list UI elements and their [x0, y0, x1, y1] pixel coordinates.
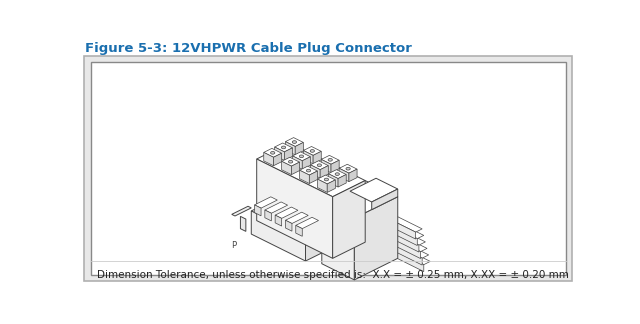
- Polygon shape: [292, 156, 302, 169]
- Polygon shape: [284, 148, 292, 160]
- Polygon shape: [273, 153, 282, 166]
- Ellipse shape: [282, 146, 285, 149]
- Polygon shape: [333, 180, 365, 258]
- Polygon shape: [282, 157, 300, 166]
- Polygon shape: [275, 143, 292, 152]
- Polygon shape: [321, 156, 339, 164]
- Polygon shape: [385, 231, 427, 252]
- Polygon shape: [322, 180, 397, 218]
- Polygon shape: [327, 180, 335, 192]
- Polygon shape: [375, 209, 422, 232]
- Polygon shape: [265, 202, 287, 213]
- Polygon shape: [300, 170, 309, 183]
- Polygon shape: [350, 178, 397, 202]
- Polygon shape: [264, 148, 282, 157]
- Polygon shape: [264, 152, 273, 166]
- Polygon shape: [339, 164, 357, 173]
- Ellipse shape: [346, 168, 350, 170]
- Ellipse shape: [324, 178, 328, 181]
- Polygon shape: [355, 197, 397, 280]
- Polygon shape: [378, 219, 417, 246]
- Polygon shape: [303, 146, 321, 156]
- Polygon shape: [303, 151, 313, 164]
- Ellipse shape: [300, 155, 303, 158]
- Polygon shape: [285, 220, 292, 231]
- Polygon shape: [295, 143, 303, 155]
- Polygon shape: [313, 151, 321, 164]
- Polygon shape: [275, 207, 298, 218]
- Polygon shape: [328, 170, 346, 179]
- Polygon shape: [241, 216, 246, 231]
- Polygon shape: [257, 143, 365, 197]
- Polygon shape: [232, 206, 252, 216]
- Ellipse shape: [328, 158, 332, 161]
- Polygon shape: [381, 226, 419, 252]
- Polygon shape: [349, 169, 357, 182]
- Polygon shape: [285, 212, 308, 224]
- Polygon shape: [265, 210, 271, 221]
- Polygon shape: [372, 189, 397, 210]
- Ellipse shape: [271, 152, 275, 154]
- Polygon shape: [391, 249, 424, 272]
- Polygon shape: [321, 159, 331, 173]
- FancyBboxPatch shape: [84, 56, 572, 281]
- Polygon shape: [300, 166, 317, 175]
- Polygon shape: [310, 161, 328, 170]
- Polygon shape: [388, 238, 429, 258]
- Polygon shape: [255, 205, 261, 216]
- Ellipse shape: [310, 150, 314, 152]
- Ellipse shape: [335, 173, 339, 176]
- Text: Figure 5-3: 12VHPWR Cable Plug Connector: Figure 5-3: 12VHPWR Cable Plug Connector: [84, 41, 412, 55]
- Polygon shape: [275, 215, 282, 226]
- Polygon shape: [381, 223, 426, 245]
- Polygon shape: [328, 174, 338, 187]
- Polygon shape: [388, 241, 422, 265]
- Ellipse shape: [292, 141, 296, 144]
- FancyBboxPatch shape: [91, 62, 566, 274]
- Polygon shape: [385, 234, 420, 259]
- Polygon shape: [296, 217, 319, 229]
- Polygon shape: [320, 166, 328, 178]
- Polygon shape: [255, 197, 277, 208]
- Polygon shape: [252, 203, 322, 238]
- Polygon shape: [338, 175, 346, 187]
- Polygon shape: [257, 159, 333, 258]
- Polygon shape: [378, 216, 424, 238]
- Polygon shape: [310, 165, 320, 178]
- Polygon shape: [317, 179, 327, 192]
- Polygon shape: [285, 138, 303, 146]
- Polygon shape: [339, 168, 349, 182]
- Ellipse shape: [317, 164, 321, 167]
- Polygon shape: [285, 142, 295, 155]
- Polygon shape: [291, 162, 300, 175]
- Polygon shape: [252, 211, 305, 261]
- Polygon shape: [302, 157, 310, 169]
- Polygon shape: [292, 152, 310, 161]
- Polygon shape: [331, 160, 339, 173]
- Polygon shape: [296, 226, 302, 236]
- Polygon shape: [317, 175, 335, 184]
- Ellipse shape: [289, 160, 292, 163]
- Text: P: P: [231, 241, 236, 249]
- Polygon shape: [305, 230, 322, 261]
- Polygon shape: [391, 245, 430, 265]
- Polygon shape: [322, 202, 355, 280]
- Polygon shape: [282, 161, 291, 175]
- Polygon shape: [309, 171, 317, 183]
- Polygon shape: [375, 212, 415, 239]
- Text: Dimension Tolerance, unless otherwise specified is:  X.X = ± 0.25 mm, X.XX = ± 0: Dimension Tolerance, unless otherwise sp…: [97, 270, 569, 280]
- Polygon shape: [275, 147, 284, 160]
- Ellipse shape: [307, 169, 310, 172]
